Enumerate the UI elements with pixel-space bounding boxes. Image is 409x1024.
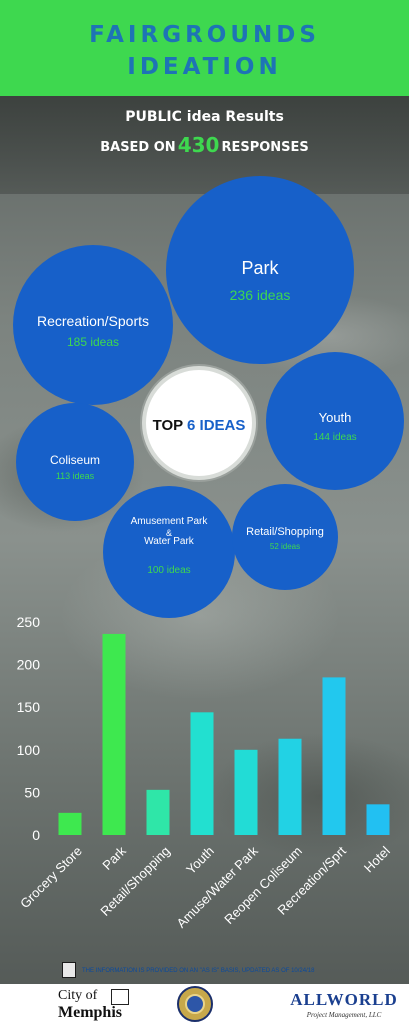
notepad-icon <box>62 962 76 978</box>
allworld-name: ALLWORLD <box>290 990 398 1009</box>
top-ideas-center: TOP 6 IDEAS <box>142 366 256 480</box>
bar <box>146 789 170 835</box>
disclaimer: THE INFORMATION IS PROVIDED ON AN "AS IS… <box>62 962 362 980</box>
bar <box>234 749 258 835</box>
bar <box>102 633 126 835</box>
x-category-label: Youth <box>183 843 217 877</box>
seal-inner-icon <box>185 994 205 1014</box>
subtitle-line-2: BASED ON 430 RESPONSES <box>0 134 409 156</box>
x-category-label: Reopen Coliseum <box>221 843 305 927</box>
bubble-coliseum: Coliseum 113 ideas <box>16 403 134 521</box>
bar <box>366 804 390 835</box>
responses-count: 430 <box>177 133 220 157</box>
bubble-label-line3: Water Park <box>144 536 194 547</box>
bar <box>278 738 302 835</box>
bar <box>190 712 214 835</box>
allworld-logo: ALLWORLD Project Management, LLC <box>286 990 402 1022</box>
subtitle-line-1: PUBLIC idea Results <box>125 109 284 125</box>
bubble-label: Amusement Park <box>130 516 208 527</box>
bubble-label: Coliseum <box>49 453 100 467</box>
city-logo-line1: City of <box>58 988 98 1003</box>
bubble-amusement-water-park: Amusement Park & Water Park 100 ideas <box>103 486 235 618</box>
bubble-value: 113 ideas <box>55 471 95 481</box>
title-line-1: FAIRGROUNDS <box>89 22 320 48</box>
x-category-label: Amuse/Water Park <box>174 843 262 931</box>
bubble-value: 100 ideas <box>147 565 191 576</box>
bubble-label: Youth <box>318 410 352 425</box>
bubble-label-ampersand: & <box>165 528 172 538</box>
bubble-park: Park 236 ideas <box>166 176 354 364</box>
y-tick-label: 0 <box>32 827 40 843</box>
subtitle-suffix: RESPONSES <box>221 140 309 155</box>
bubble-youth: Youth 144 ideas <box>266 352 404 490</box>
city-seal-icon <box>111 989 129 1005</box>
bar <box>322 677 346 835</box>
background-overlay <box>0 96 409 194</box>
county-seal-icon <box>177 986 213 1022</box>
city-of-memphis-logo: City of Memphis <box>58 988 130 1022</box>
bubble-value: 185 ideas <box>66 335 120 349</box>
title-line-2: IDEATION <box>127 54 282 80</box>
bubble-retail-shopping: Retail/Shopping 52 ideas <box>232 484 338 590</box>
allworld-subtitle: Project Management, LLC <box>306 1011 382 1019</box>
disclaimer-text: THE INFORMATION IS PROVIDED ON AN "AS IS… <box>82 968 315 974</box>
top-ideas-accent: 6 IDEAS <box>187 417 246 434</box>
x-category-label: Park <box>99 843 129 873</box>
header-banner: FAIRGROUNDS IDEATION <box>0 0 409 96</box>
y-tick-label: 250 <box>17 614 41 630</box>
bar <box>58 812 82 835</box>
city-logo-line2: Memphis <box>58 1004 122 1021</box>
top-ideas-label: TOP 6 IDEAS <box>146 417 252 434</box>
x-category-label: Hotel <box>361 843 393 875</box>
subtitle-prefix: BASED ON <box>100 140 176 155</box>
bubble-value: 236 ideas <box>229 287 291 303</box>
y-tick-label: 100 <box>17 742 41 758</box>
bubble-value: 144 ideas <box>313 432 357 443</box>
bubble-value: 52 ideas <box>269 542 301 551</box>
bubble-recreation-sports: Recreation/Sports 185 ideas <box>13 245 173 405</box>
bubble-label: Retail/Shopping <box>246 526 324 538</box>
bubble-label: Recreation/Sports <box>36 313 150 329</box>
y-tick-label: 150 <box>17 699 41 715</box>
top-ideas-prefix: TOP <box>152 417 188 434</box>
x-category-label: Grocery Store <box>17 843 85 911</box>
bubble-label: Park <box>241 258 279 278</box>
y-tick-label: 50 <box>24 784 40 800</box>
y-tick-label: 200 <box>17 657 41 673</box>
